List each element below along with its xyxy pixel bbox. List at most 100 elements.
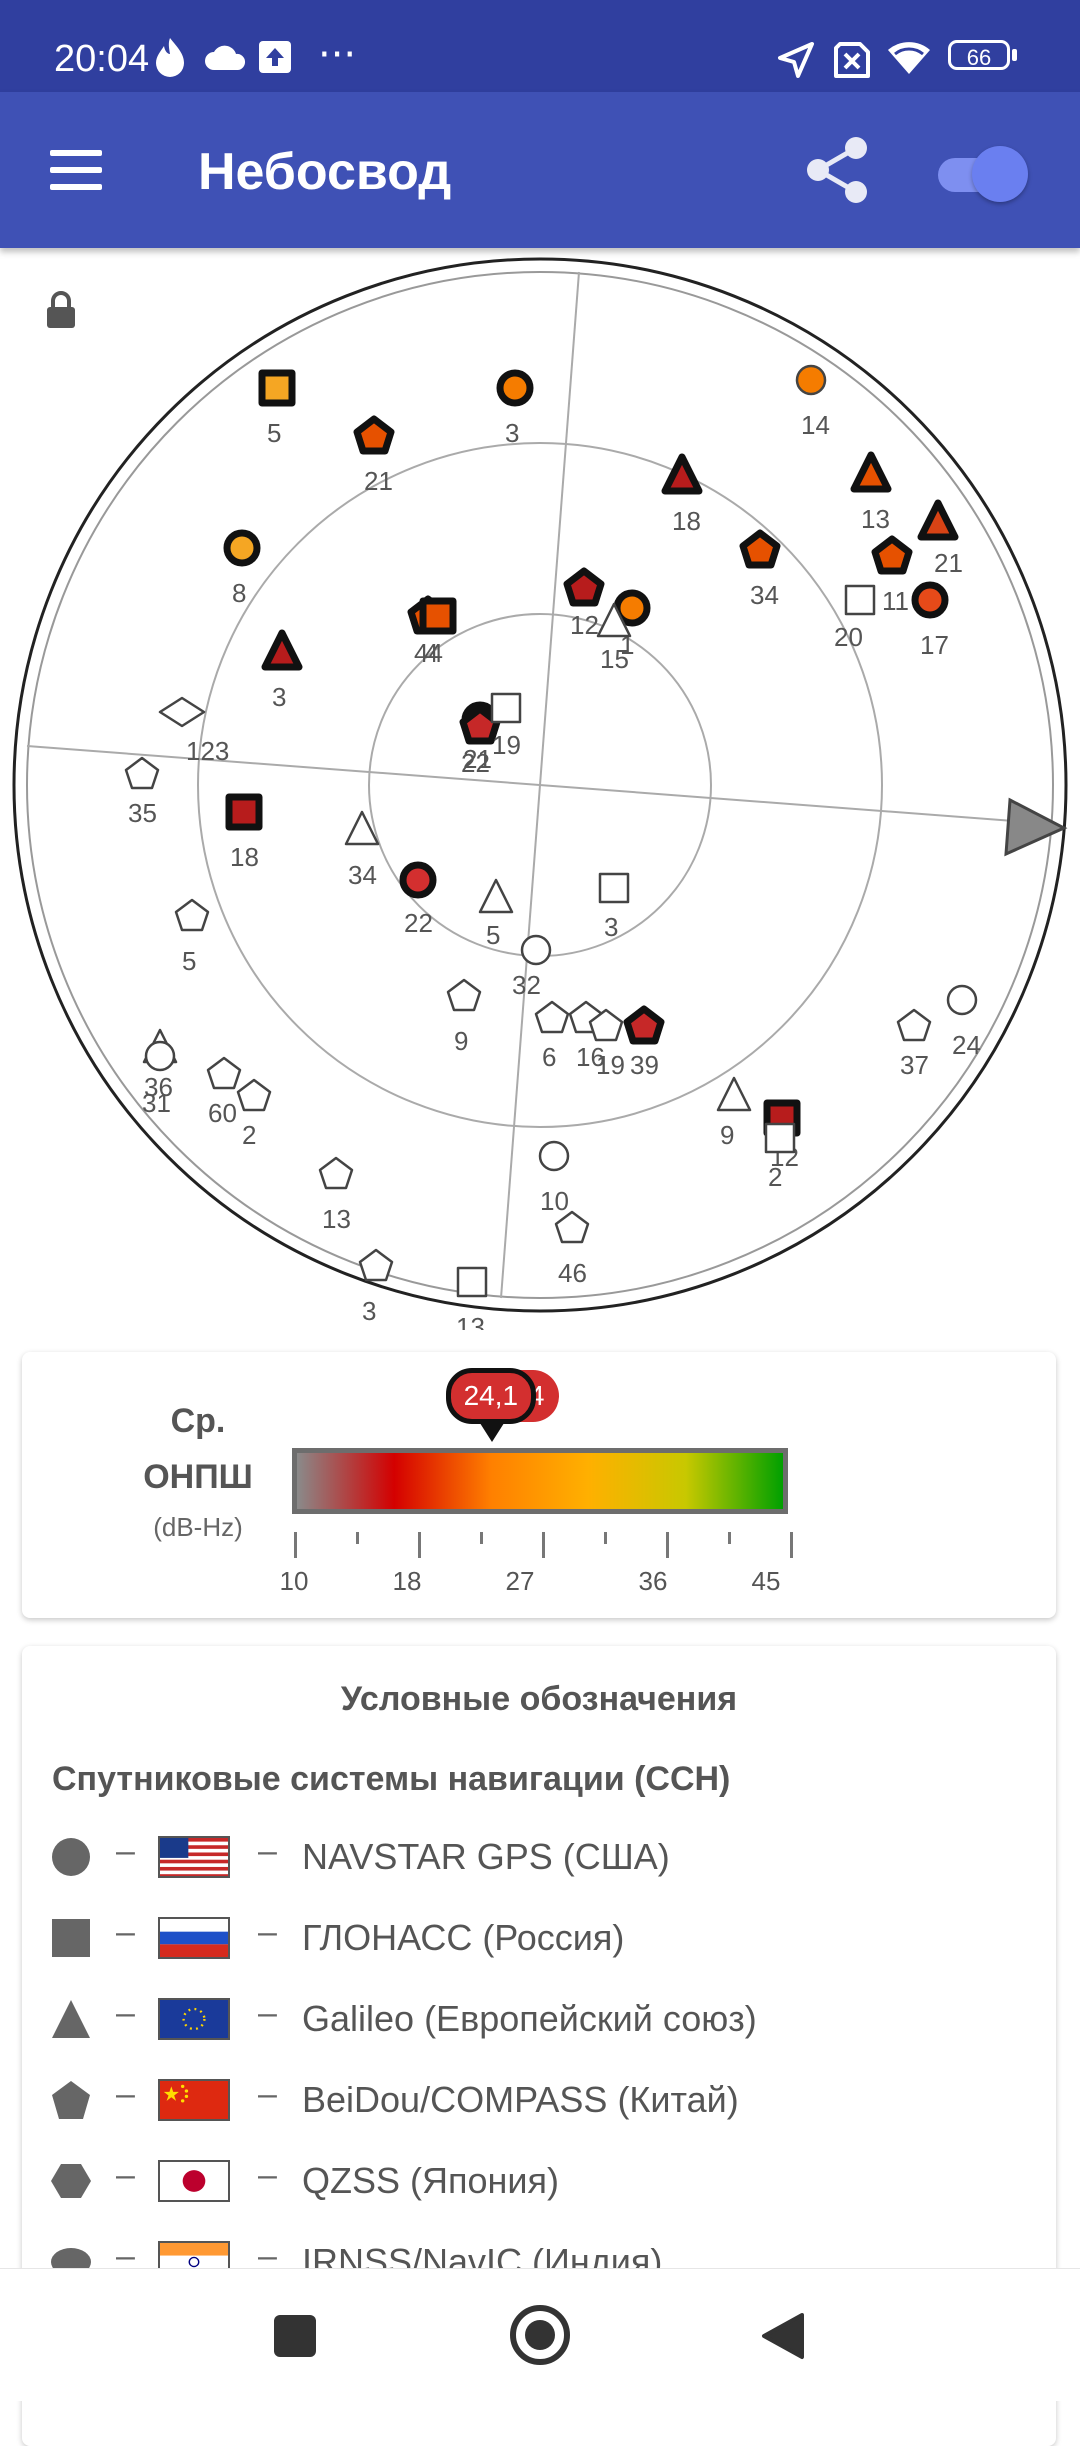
satellite-pentagon-icon[interactable] — [358, 1248, 394, 1282]
flame-icon — [156, 38, 184, 77]
satellite-label: 4 — [424, 638, 438, 668]
satellite-label: 2 — [768, 1162, 782, 1192]
satellite-label: 14 — [801, 410, 830, 440]
snr-tick-27: 27 — [505, 1566, 535, 1596]
satellite-pentagon-icon[interactable] — [206, 1056, 242, 1090]
satellite-label: 22 — [404, 908, 433, 938]
satellite-circle-icon[interactable] — [946, 984, 978, 1016]
snr-tick-mark — [604, 1532, 607, 1544]
hamburger-menu-icon[interactable] — [50, 150, 102, 190]
satellite-square-icon[interactable] — [419, 597, 457, 635]
wifi-icon — [888, 42, 930, 74]
back-triangle-icon[interactable] — [760, 2311, 806, 2361]
satellite-pentagon-icon[interactable] — [896, 1008, 932, 1042]
satellite-circle-icon[interactable] — [795, 364, 827, 396]
satellite-label: 39 — [630, 1050, 659, 1080]
satellite-circle-icon[interactable] — [223, 529, 261, 567]
satellite-pentagon-icon[interactable] — [124, 756, 160, 790]
satellite-triangle-icon[interactable] — [850, 451, 892, 493]
recents-square-icon[interactable] — [274, 2315, 316, 2357]
satellite-label: 6 — [542, 1042, 556, 1072]
satellite-square-icon[interactable] — [225, 793, 263, 831]
legend-row-glonass: – – ГЛОНАСС (Россия) — [22, 1907, 1056, 1967]
legend-dash: – — [116, 1994, 135, 2032]
legend-name: NAVSTAR GPS (США) — [302, 1836, 670, 1877]
satellite-label: 18 — [230, 842, 259, 872]
lock-icon[interactable] — [44, 290, 78, 330]
satellite-triangle-icon[interactable] — [261, 629, 303, 671]
satellite-pentagon-icon[interactable] — [446, 978, 482, 1012]
triangle-icon — [52, 2000, 90, 2038]
battery-tip — [1012, 49, 1017, 61]
satellite-circle-icon[interactable] — [520, 934, 552, 966]
satellite-pentagon-icon[interactable] — [871, 535, 913, 575]
snr-gauge — [292, 1448, 788, 1514]
legend-dash: – — [116, 1913, 135, 1951]
satellite-pentagon-icon[interactable] — [588, 1008, 624, 1042]
satellite-square-icon[interactable] — [456, 1266, 488, 1298]
satellite-pentagon-icon[interactable] — [534, 1000, 570, 1034]
satellite-triangle-icon[interactable] — [917, 499, 959, 541]
satellite-pentagon-icon[interactable] — [174, 898, 210, 932]
share-icon[interactable] — [804, 136, 870, 204]
satellite-pentagon-icon[interactable] — [739, 529, 781, 569]
satellite-label: 11 — [882, 586, 909, 616]
legend-dash: – — [258, 1913, 277, 1951]
satellite-pentagon-icon[interactable] — [563, 567, 605, 607]
ru-flag-icon — [158, 1917, 230, 1959]
satellite-diamond-icon[interactable] — [158, 696, 206, 728]
sky-grid — [12, 257, 1068, 1313]
satellite-circle-icon[interactable] — [399, 861, 437, 899]
satellite-label: 22 — [461, 748, 490, 778]
legend-name: ГЛОНАСС (Россия) — [302, 1917, 625, 1958]
satellite-label: 12 — [570, 610, 599, 640]
satellite-square-icon[interactable] — [764, 1122, 796, 1154]
satellite-pentagon-icon[interactable] — [318, 1156, 354, 1190]
satellite-triangle-icon[interactable] — [661, 453, 703, 495]
satellite-triangle-icon[interactable] — [596, 602, 632, 638]
legend-subtitle: Спутниковые системы навигации (ССН) — [52, 1760, 731, 1798]
satellite-label: 18 — [672, 506, 701, 536]
app-bar: Небосвод — [0, 92, 1080, 248]
satellite-triangle-icon[interactable] — [478, 878, 514, 914]
satellite-triangle-icon[interactable] — [344, 810, 380, 846]
satellite-label: 5 — [267, 418, 281, 448]
satellite-square-icon[interactable] — [258, 369, 296, 407]
home-circle-icon[interactable] — [508, 2303, 572, 2367]
system-nav-bar — [0, 2268, 1080, 2401]
satellite-circle-icon[interactable] — [144, 1040, 176, 1072]
satellite-pentagon-icon[interactable] — [554, 1210, 590, 1244]
satellite-circle-icon[interactable] — [496, 369, 534, 407]
legend-dash: – — [116, 2156, 135, 2194]
satellite-square-icon[interactable] — [844, 584, 876, 616]
legend-dash: – — [258, 2075, 277, 2113]
satellite-pentagon-icon[interactable] — [236, 1078, 272, 1112]
satellite-circle-icon[interactable] — [911, 581, 949, 619]
pentagon-icon — [52, 2081, 90, 2119]
satellite-label: 32 — [512, 970, 541, 1000]
satellite-label: 3 — [505, 418, 519, 448]
satellite-pentagon-icon[interactable] — [353, 415, 395, 455]
satellite-square-icon[interactable] — [490, 692, 522, 724]
satellite-label: 13 — [456, 1312, 485, 1330]
satellite-label: 34 — [750, 580, 779, 610]
satellite-label: 34 — [348, 860, 377, 890]
more-notifications: ··· — [318, 32, 357, 78]
snr-tick-10: 10 — [279, 1566, 309, 1596]
toggle-switch[interactable] — [938, 146, 1028, 202]
snr-tick-mark — [790, 1532, 793, 1558]
satellite-pentagon-icon[interactable] — [623, 1005, 665, 1045]
satellite-label: 3 — [362, 1296, 376, 1326]
satellite-triangle-icon[interactable] — [716, 1076, 752, 1112]
legend-dash: – — [258, 1994, 277, 2032]
legend-dash: – — [258, 2237, 277, 2275]
satellite-square-icon[interactable] — [598, 872, 630, 904]
snr-unit: (dB-Hz) — [153, 1512, 243, 1542]
satellite-label: 5 — [182, 946, 196, 976]
satellite-circle-icon[interactable] — [538, 1140, 570, 1172]
snr-tick-mark — [418, 1532, 421, 1558]
snr-tick-mark — [542, 1532, 545, 1558]
satellite-label: 21 — [463, 744, 492, 774]
cloud-icon — [205, 45, 246, 70]
